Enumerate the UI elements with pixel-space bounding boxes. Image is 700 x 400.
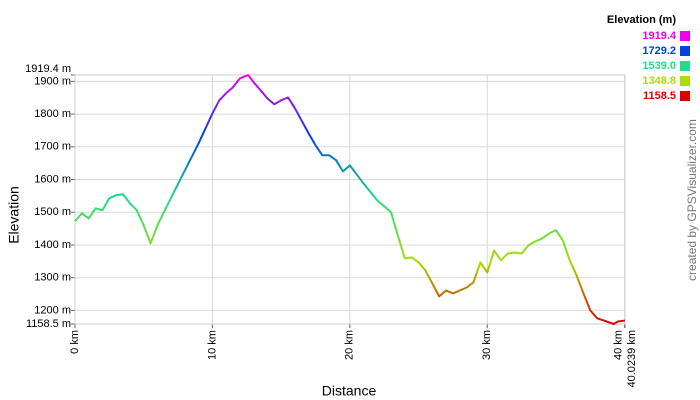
elevation-line <box>74 74 626 325</box>
legend-label: 1729.2 <box>642 45 676 57</box>
y-tick-label: 1900 m <box>34 75 71 87</box>
legend-label: 1539.0 <box>642 60 676 72</box>
x-tick-label: 0 km <box>69 330 81 354</box>
y-tick-label: 1400 m <box>34 239 71 251</box>
y-tick-label: 1600 m <box>34 173 71 185</box>
legend-label: 1919.4 <box>642 30 677 42</box>
x-tick-label: 40 km <box>613 330 625 360</box>
y-tick-label: 1800 m <box>34 108 71 120</box>
x-tick-label: 10 km <box>206 330 218 360</box>
x-tick-label: 40.0239 km <box>626 330 638 387</box>
legend-swatch <box>680 31 690 41</box>
x-axis-label: Distance <box>322 383 377 399</box>
y-tick-label: 1500 m <box>34 206 71 218</box>
legend-title: Elevation (m) <box>607 14 676 26</box>
plot-frame <box>74 74 626 325</box>
legend-label: 1348.8 <box>642 75 676 87</box>
legend-label: 1158.5 <box>643 90 676 102</box>
y-tick-label: 1919.4 m <box>25 63 71 75</box>
legend-swatch <box>680 76 690 86</box>
y-tick-label: 1300 m <box>34 272 71 284</box>
y-axis-label: Elevation <box>6 186 22 244</box>
legend-swatch <box>680 61 690 71</box>
legend-swatch <box>680 91 690 101</box>
y-tick-label: 1700 m <box>34 141 71 153</box>
y-tick-label: 1158.5 m <box>26 318 71 330</box>
y-tick-label: 1200 m <box>34 304 71 316</box>
x-tick-label: 20 km <box>344 330 356 360</box>
credit: created by GPSVisualizer.com <box>685 119 699 281</box>
legend-swatch <box>680 46 690 56</box>
x-tick-label: 30 km <box>481 330 493 360</box>
